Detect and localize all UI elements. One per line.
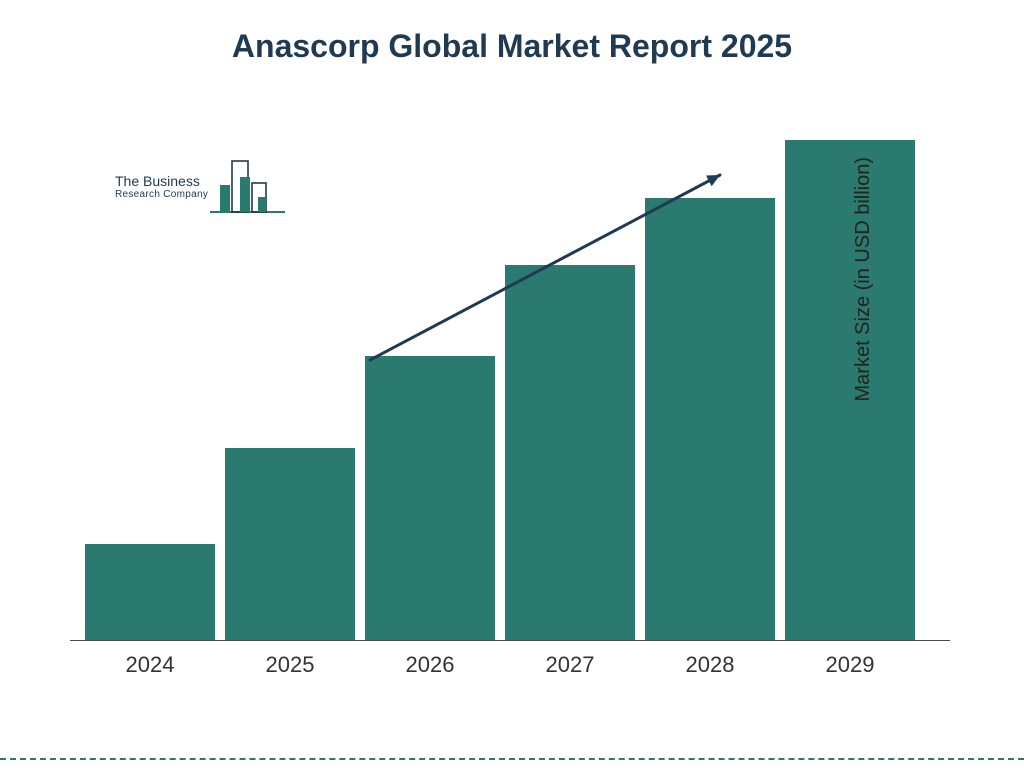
x-tick-label: 2027 (505, 652, 635, 678)
x-tick-label: 2026 (365, 652, 495, 678)
x-tick-label: 2028 (645, 652, 775, 678)
company-logo: The Business Research Company (115, 155, 285, 225)
bar (505, 265, 635, 640)
x-axis-line (70, 640, 950, 641)
bar (365, 356, 495, 640)
x-axis-labels: 2024 2025 2026 2027 2028 2029 (80, 652, 920, 678)
bar (785, 140, 915, 640)
bar-slot (645, 198, 775, 640)
logo-line2: Research Company (115, 189, 208, 201)
bar-slot (365, 356, 495, 640)
x-tick-label: 2024 (85, 652, 215, 678)
chart-title: Anascorp Global Market Report 2025 (0, 28, 1024, 65)
bar (225, 448, 355, 640)
logo-text: The Business Research Company (115, 173, 208, 201)
x-tick-label: 2025 (225, 652, 355, 678)
y-axis-label: Market Size (in USD billion) (852, 157, 875, 402)
bar-slot (505, 265, 635, 640)
bar-slot (785, 140, 915, 640)
bar (645, 198, 775, 640)
logo-buildings-icon (210, 157, 285, 217)
bar-slot (225, 448, 355, 640)
logo-line1: The Business (115, 173, 208, 189)
bar-slot (85, 544, 215, 640)
bar (85, 544, 215, 640)
x-tick-label: 2029 (785, 652, 915, 678)
bottom-divider (0, 758, 1024, 760)
